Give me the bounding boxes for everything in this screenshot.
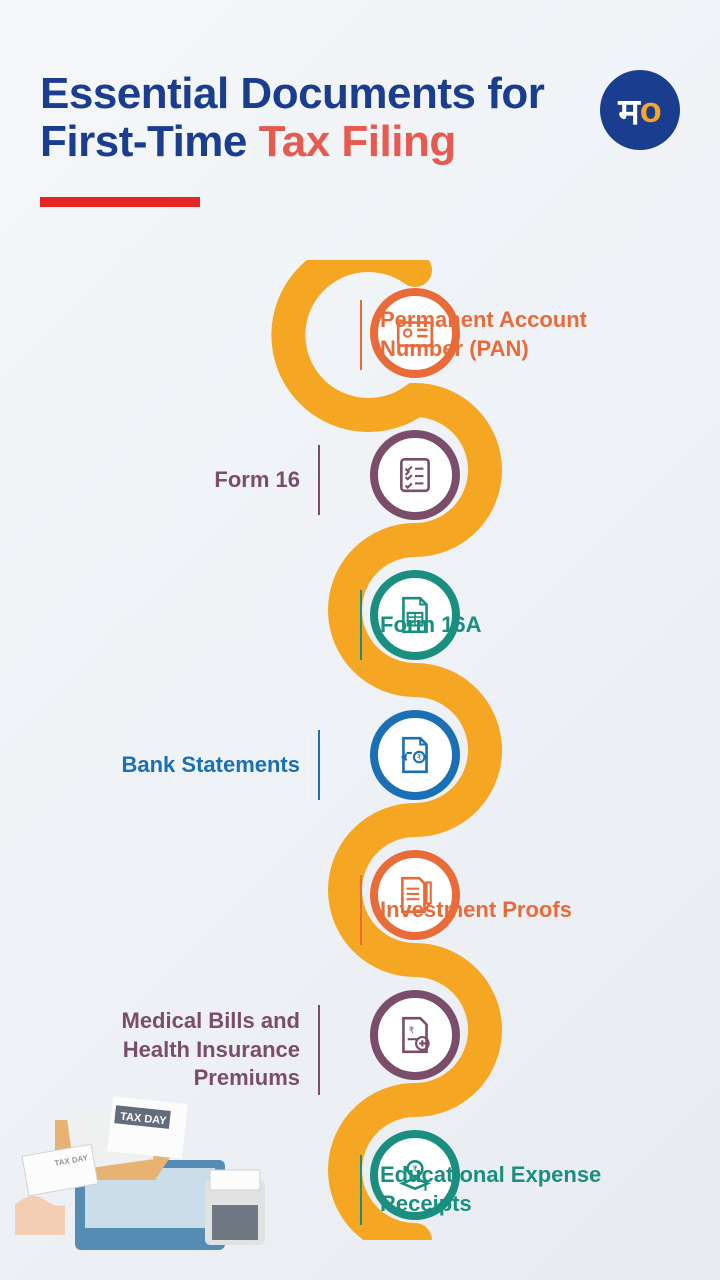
divider [360, 875, 362, 945]
label-bank: Bank Statements [121, 751, 300, 780]
title-underline [40, 197, 200, 207]
page-title: Essential Documents for First-Time Tax F… [40, 70, 680, 167]
item-form16: Form 16 [214, 445, 320, 515]
divider [318, 730, 320, 800]
label-form16a: Form 16A [380, 611, 481, 640]
divider [360, 300, 362, 370]
brand-logo: मo [600, 70, 680, 150]
label-pan: Permanent Account Number (PAN) [380, 306, 610, 363]
label-form16: Form 16 [214, 466, 300, 495]
illustration-svg: TAX DAY TAX DAY [15, 1060, 295, 1260]
item-education: Educational Expense Receipts [360, 1155, 610, 1225]
checklist-icon [394, 454, 436, 496]
medical-icon: ₹ [394, 1014, 436, 1056]
svg-text:₹: ₹ [417, 753, 422, 762]
icon-circle-bank: ₹ [370, 710, 460, 800]
title-line2-accent: Tax Filing [259, 117, 456, 166]
title-line2-main: First-Time [40, 117, 259, 166]
divider [360, 1155, 362, 1225]
divider [318, 1005, 320, 1095]
icon-circle-medical: ₹ [370, 990, 460, 1080]
bank-doc-icon: ₹ [394, 734, 436, 776]
logo-text-accent: o [640, 89, 662, 131]
tax-day-illustration: TAX DAY TAX DAY [15, 1060, 295, 1260]
icon-circle-form16 [370, 430, 460, 520]
svg-text:₹: ₹ [409, 1025, 414, 1035]
title-line1: Essential Documents for [40, 69, 544, 118]
item-investment: Investment Proofs [360, 875, 572, 945]
item-bank: Bank Statements [121, 730, 320, 800]
item-form16a: Form 16A [360, 590, 481, 660]
label-education: Educational Expense Receipts [380, 1161, 610, 1218]
logo-text-main: म [618, 86, 640, 135]
label-investment: Investment Proofs [380, 896, 572, 925]
divider [318, 445, 320, 515]
item-pan: Permanent Account Number (PAN) [360, 300, 610, 370]
divider [360, 590, 362, 660]
